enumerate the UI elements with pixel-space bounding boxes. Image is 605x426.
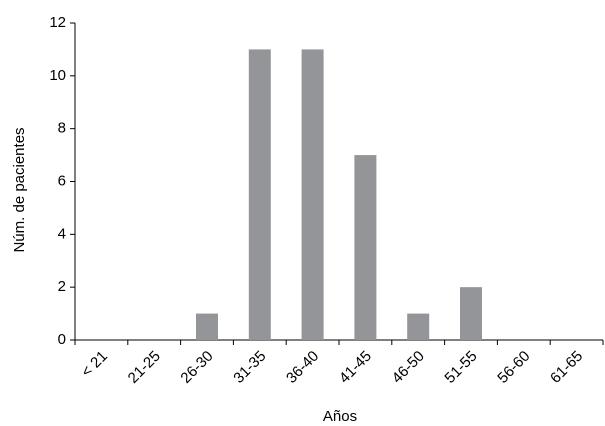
bar [460, 287, 482, 340]
x-axis-label: Años [323, 408, 357, 425]
bar [196, 313, 218, 340]
x-tick-label: 56-60 [494, 348, 533, 387]
x-tick-label: 21-25 [125, 348, 164, 387]
y-tick-label: 4 [58, 225, 66, 242]
bar [407, 313, 430, 340]
y-tick-label: 0 [58, 331, 66, 348]
x-tick-label: 61-65 [547, 348, 586, 387]
y-tick-label: 2 [58, 278, 66, 295]
x-tick-label: < 21 [78, 348, 111, 381]
x-tick-label: 31-35 [230, 348, 269, 387]
y-tick-label: 6 [58, 172, 66, 189]
y-tick-label: 12 [49, 14, 66, 31]
y-tick-label: 8 [58, 120, 66, 137]
bar [301, 49, 324, 341]
y-tick-label: 10 [49, 67, 66, 84]
x-tick-label: 46-50 [389, 348, 428, 387]
y-axis-label: Núm. de pacientes [11, 127, 28, 252]
x-tick-label: 41-45 [336, 348, 375, 387]
bar [248, 49, 271, 341]
x-tick-label: 36-40 [283, 348, 322, 387]
x-tick-label: 51-55 [441, 348, 480, 387]
bar [354, 155, 377, 340]
x-tick-label: 26-30 [177, 348, 216, 387]
